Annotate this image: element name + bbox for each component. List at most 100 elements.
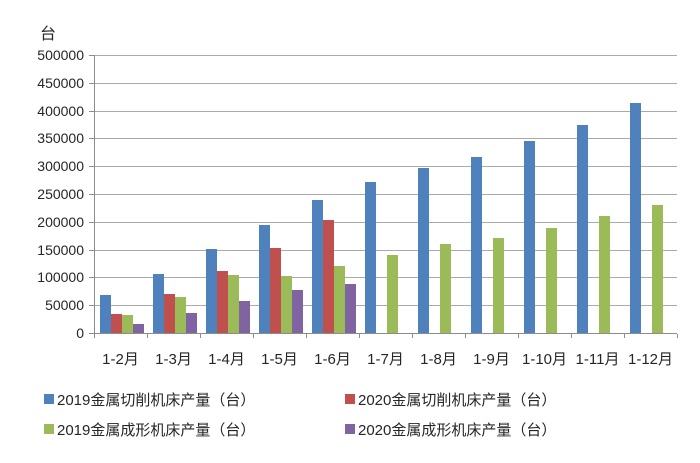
- gridline: [94, 194, 677, 195]
- bar-series2-cat7: [492, 238, 504, 333]
- legend-label: 2020金属切削机床产量（台）: [358, 391, 557, 409]
- bar-series2-cat5: [386, 255, 398, 333]
- bar-series2-cat9: [598, 215, 610, 333]
- y-axis-tick: [89, 305, 94, 307]
- bar-series0-cat5: [364, 182, 376, 333]
- x-axis-tick: [359, 334, 360, 338]
- x-axis-tick: [412, 334, 413, 338]
- y-axis-tick: [89, 333, 94, 334]
- bar-series1-cat0: [110, 314, 122, 333]
- bar-series0-cat1: [152, 273, 164, 333]
- x-axis-tick-label: 1-11月: [575, 351, 620, 368]
- y-axis-tick-label: 250000: [37, 186, 84, 202]
- x-axis-tick-label: 1-7月: [367, 351, 404, 368]
- bar-series2-cat8: [545, 227, 557, 333]
- x-axis-tick-label: 1-9月: [473, 351, 510, 368]
- x-axis-tick-label: 1-4月: [208, 351, 245, 368]
- x-axis-tick-label: 1-12月: [627, 351, 674, 368]
- y-axis-tick-label: 200000: [37, 213, 84, 230]
- legend-swatch-2019-forming: [44, 424, 54, 434]
- y-axis-tick: [89, 110, 94, 112]
- bar-series2-cat4: [333, 266, 345, 333]
- y-axis-tick-label: 350000: [37, 130, 84, 147]
- bar-series0-cat10: [629, 103, 641, 333]
- legend-swatch-2019-cutting: [44, 394, 54, 404]
- y-axis-tick: [89, 277, 94, 279]
- bar-series2-cat10: [651, 204, 663, 333]
- y-axis-tick-label: 450000: [37, 74, 84, 91]
- bar-series1-cat1: [163, 293, 175, 333]
- y-axis-tick: [89, 166, 94, 168]
- y-axis-tick: [89, 82, 94, 84]
- x-axis-tick: [94, 334, 95, 338]
- x-axis-tick-label: 1-10月: [521, 351, 568, 368]
- legend-swatch-2020-forming: [345, 424, 355, 434]
- y-axis-tick-label: 400000: [37, 102, 84, 119]
- x-axis-tick: [518, 334, 519, 338]
- x-axis-tick-label: 1-5月: [261, 351, 298, 368]
- x-axis-tick: [624, 334, 625, 338]
- bar-series3-cat4: [344, 284, 356, 333]
- y-axis-tick-label: 150000: [37, 241, 84, 258]
- bar-series0-cat8: [523, 140, 535, 333]
- gridline: [94, 249, 677, 251]
- legend-item: 2019金属成形机床产量（台）: [44, 419, 345, 440]
- x-axis-tick: [253, 334, 254, 338]
- x-axis-line: [94, 333, 677, 334]
- y-axis-tick: [89, 249, 94, 251]
- bar-series2-cat2: [227, 275, 239, 333]
- x-axis-tick-label: 1-2月: [102, 351, 139, 368]
- y-axis-tick: [89, 221, 94, 223]
- x-axis-tick: [677, 334, 678, 338]
- bar-series0-cat2: [205, 249, 217, 333]
- gridline: [94, 82, 677, 84]
- gridline: [94, 221, 677, 223]
- gridline: [94, 166, 677, 168]
- y-axis-tick-label: 500000: [37, 47, 84, 63]
- x-axis-tick-label: 1-8月: [420, 351, 457, 368]
- bar-series0-cat6: [417, 167, 429, 333]
- x-axis-tick: [306, 334, 307, 338]
- gridline: [94, 277, 677, 279]
- bar-series1-cat4: [322, 220, 334, 333]
- bar-series2-cat3: [280, 276, 292, 333]
- legend-label: 2019金属成形机床产量（台）: [57, 421, 256, 439]
- legend-label: 2020金属成形机床产量（台）: [358, 421, 557, 439]
- y-axis-tick: [89, 55, 94, 56]
- gridline: [94, 110, 677, 112]
- bar-series3-cat1: [185, 312, 197, 333]
- bar-series0-cat4: [311, 200, 323, 333]
- x-axis-tick: [571, 334, 572, 338]
- legend-item: 2020金属切削机床产量（台）: [345, 389, 646, 410]
- bar-series0-cat9: [576, 125, 588, 333]
- bar-series2-cat6: [439, 244, 451, 333]
- y-axis-tick-label: 50000: [45, 297, 84, 314]
- y-axis-tick-label: 300000: [37, 158, 84, 175]
- bar-series1-cat2: [216, 270, 228, 333]
- bar-series3-cat0: [132, 324, 144, 333]
- y-axis-unit-label: 台: [40, 26, 57, 43]
- x-axis-tick: [147, 334, 148, 338]
- bar-series2-cat1: [174, 296, 186, 333]
- x-axis-tick-label: 1-6月: [314, 351, 351, 368]
- gridline: [94, 305, 677, 307]
- x-axis-tick-label: 1-3月: [155, 351, 192, 368]
- gridline: [94, 55, 677, 56]
- bar-series1-cat3: [269, 247, 281, 333]
- bar-series0-cat3: [258, 225, 270, 333]
- y-axis-tick: [89, 138, 94, 140]
- legend: 2019金属切削机床产量（台） 2020金属切削机床产量（台） 2019金属成形…: [44, 384, 664, 444]
- legend-label: 2019金属切削机床产量（台）: [57, 391, 256, 409]
- bar-series3-cat2: [238, 301, 250, 333]
- legend-item: 2019金属切削机床产量（台）: [44, 389, 345, 410]
- y-axis-line: [94, 55, 95, 337]
- y-axis-tick: [89, 194, 94, 195]
- bar-series0-cat7: [470, 157, 482, 333]
- x-axis-tick: [465, 334, 466, 338]
- bar-series0-cat0: [99, 294, 111, 333]
- gridline: [94, 138, 677, 140]
- bar-series2-cat0: [121, 315, 133, 333]
- legend-item: 2020金属成形机床产量（台）: [345, 419, 646, 440]
